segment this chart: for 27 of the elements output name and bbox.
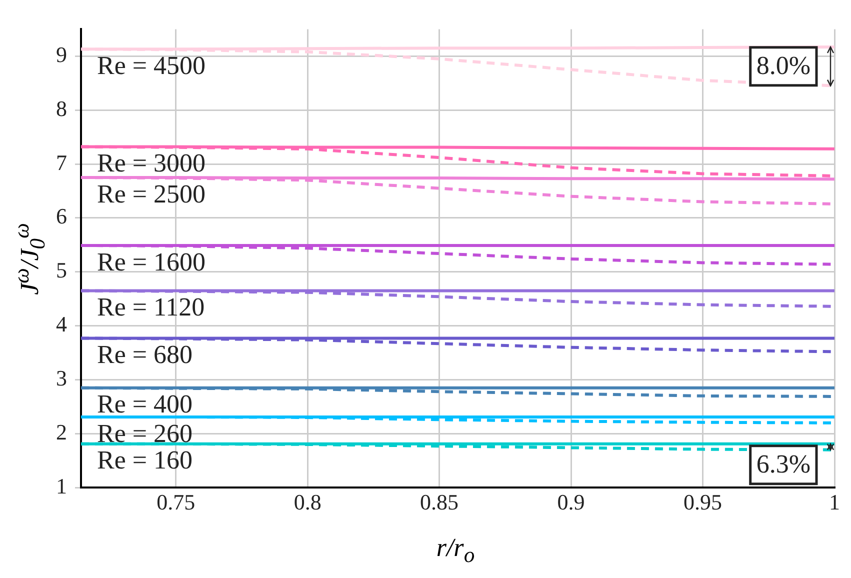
y-tick-label: 9 [56, 42, 67, 67]
x-tick-label: 0.75 [156, 490, 196, 515]
x-axis-title: r/r$_{o}$ [435, 532, 476, 568]
series-label: Re = 4500 [97, 50, 206, 80]
series-label: Re = 400 [97, 390, 193, 419]
y-tick-label: 3 [56, 366, 67, 391]
y-tick-label: 7 [56, 150, 67, 175]
x-tick-label: 0.8 [294, 490, 322, 515]
y-tick-label: 2 [56, 419, 67, 444]
y-tick-label: 6 [56, 204, 67, 229]
y-tick-label: 8 [56, 96, 67, 121]
series-label: Re = 680 [97, 340, 193, 370]
series-label: Re = 1600 [97, 247, 206, 276]
y-tick-label: 5 [56, 258, 67, 283]
series-label: Re = 2500 [97, 179, 206, 208]
series-label: Re = 260 [97, 418, 193, 448]
series-label: Re = 3000 [97, 148, 206, 178]
x-tick-label: 0.85 [420, 490, 459, 515]
x-tick-label: 0.9 [557, 490, 585, 515]
y-tick-label: 1 [56, 473, 67, 498]
series-label: Re = 160 [97, 446, 193, 475]
y-tick-label: 4 [56, 312, 67, 337]
series-label: Re = 1120 [97, 292, 205, 322]
annotation: 6.3% [756, 450, 811, 479]
annotation: 8.0% [756, 51, 811, 80]
x-tick-label: 1 [829, 490, 840, 515]
x-tick-label: 0.95 [684, 490, 722, 515]
